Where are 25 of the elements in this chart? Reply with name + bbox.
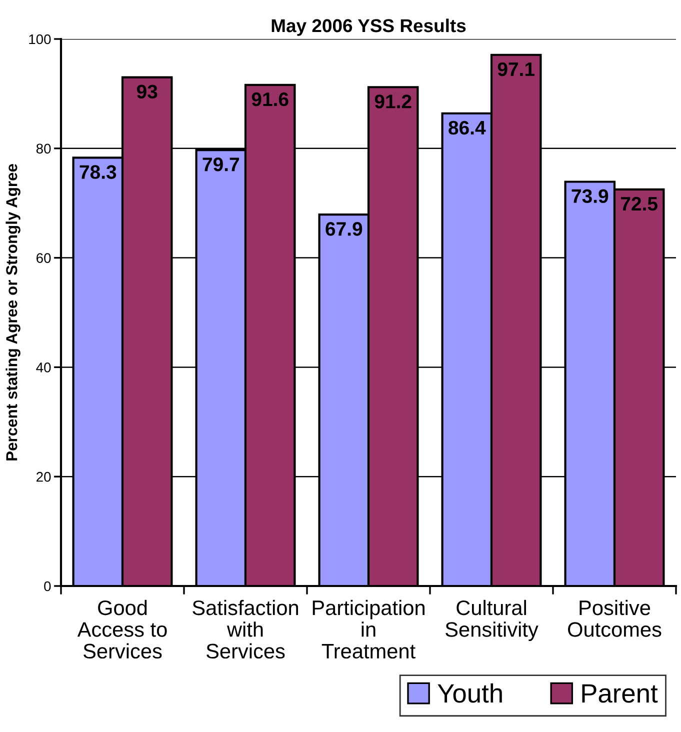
x-tick-label: Satisfaction with Services [192, 600, 298, 659]
y-tick-label: 100 [29, 34, 51, 44]
data-label: 73.9 [572, 189, 608, 204]
data-label: 91.6 [252, 92, 288, 106]
y-tick-label: 40 [36, 362, 51, 372]
data-label: 79.7 [202, 158, 239, 172]
data-label: 97.1 [498, 62, 534, 76]
data-label: 93 [136, 84, 158, 99]
y-tick-label: 60 [36, 253, 51, 263]
legend-label: Parent [582, 684, 658, 703]
x-tick-label: Cultural Sensitivity [446, 600, 538, 641]
y-tick-label: 20 [36, 472, 51, 482]
chart-title: May 2006 YSS Results [272, 18, 466, 36]
data-label: 67.9 [326, 222, 362, 236]
data-label: 72.5 [621, 196, 658, 211]
x-tick-label: Positive Outcomes [568, 600, 662, 637]
x-tick-label: Good Access to Services [77, 600, 167, 659]
y-tick-label: 80 [36, 144, 51, 154]
data-label: 91.2 [374, 94, 412, 108]
y-axis-title: Percent stating Agree or Strongly Agree [6, 164, 20, 460]
data-label: 78.3 [80, 165, 116, 179]
data-label: 86.4 [448, 120, 486, 135]
legend-label: Youth [438, 683, 502, 703]
y-tick-label: 0 [44, 581, 51, 592]
x-tick-label: Participation in Treatment [312, 600, 424, 659]
